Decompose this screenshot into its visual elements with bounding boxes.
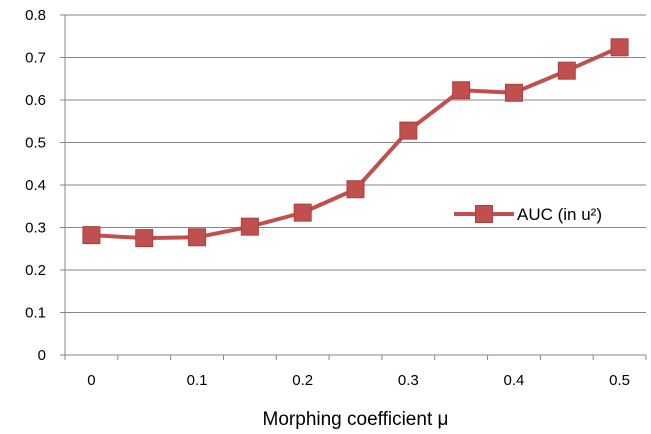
data-point-marker	[346, 180, 365, 199]
data-point-marker	[188, 228, 207, 247]
data-point-marker	[399, 121, 418, 140]
x-tick-label: 0.2	[292, 372, 313, 389]
y-tick-label: 0.5	[25, 135, 46, 152]
x-tick-label: 0.1	[187, 372, 208, 389]
x-tick-label: 0.3	[398, 372, 419, 389]
x-tick-label: 0.4	[504, 372, 525, 389]
x-axis-ticks: 0 0.1 0.2 0.3 0.4 0.5	[64, 355, 647, 389]
data-point-marker	[240, 217, 259, 236]
data-point-marker	[610, 38, 629, 57]
y-tick-label: 0.4	[25, 177, 46, 194]
series-group	[82, 38, 629, 248]
y-tick-label: 0.1	[25, 305, 46, 322]
y-axis-ticks: 0 0.1 0.2 0.3 0.4 0.5 0.6 0.7 0.8	[25, 7, 65, 364]
y-tick-label: 0.2	[25, 262, 46, 279]
y-tick-label: 0.6	[25, 92, 46, 109]
data-point-marker	[452, 81, 471, 100]
legend: AUC (in u²)	[454, 205, 602, 224]
legend-label: AUC (in u²)	[517, 205, 602, 224]
x-tick-label: 0	[87, 372, 95, 389]
y-tick-label: 0	[38, 347, 46, 364]
x-tick-label: 0.5	[609, 372, 630, 389]
data-point-marker	[504, 83, 523, 102]
y-tick-label: 0.3	[25, 220, 46, 237]
legend-marker-swatch	[475, 205, 493, 223]
data-point-marker	[135, 229, 154, 248]
y-tick-label: 0.7	[25, 50, 46, 67]
x-axis-title: Morphing coefficient μ	[263, 409, 449, 430]
data-point-marker	[82, 226, 101, 245]
y-tick-label: 0.8	[25, 7, 46, 24]
data-point-marker	[293, 203, 312, 222]
data-point-marker	[557, 61, 576, 80]
